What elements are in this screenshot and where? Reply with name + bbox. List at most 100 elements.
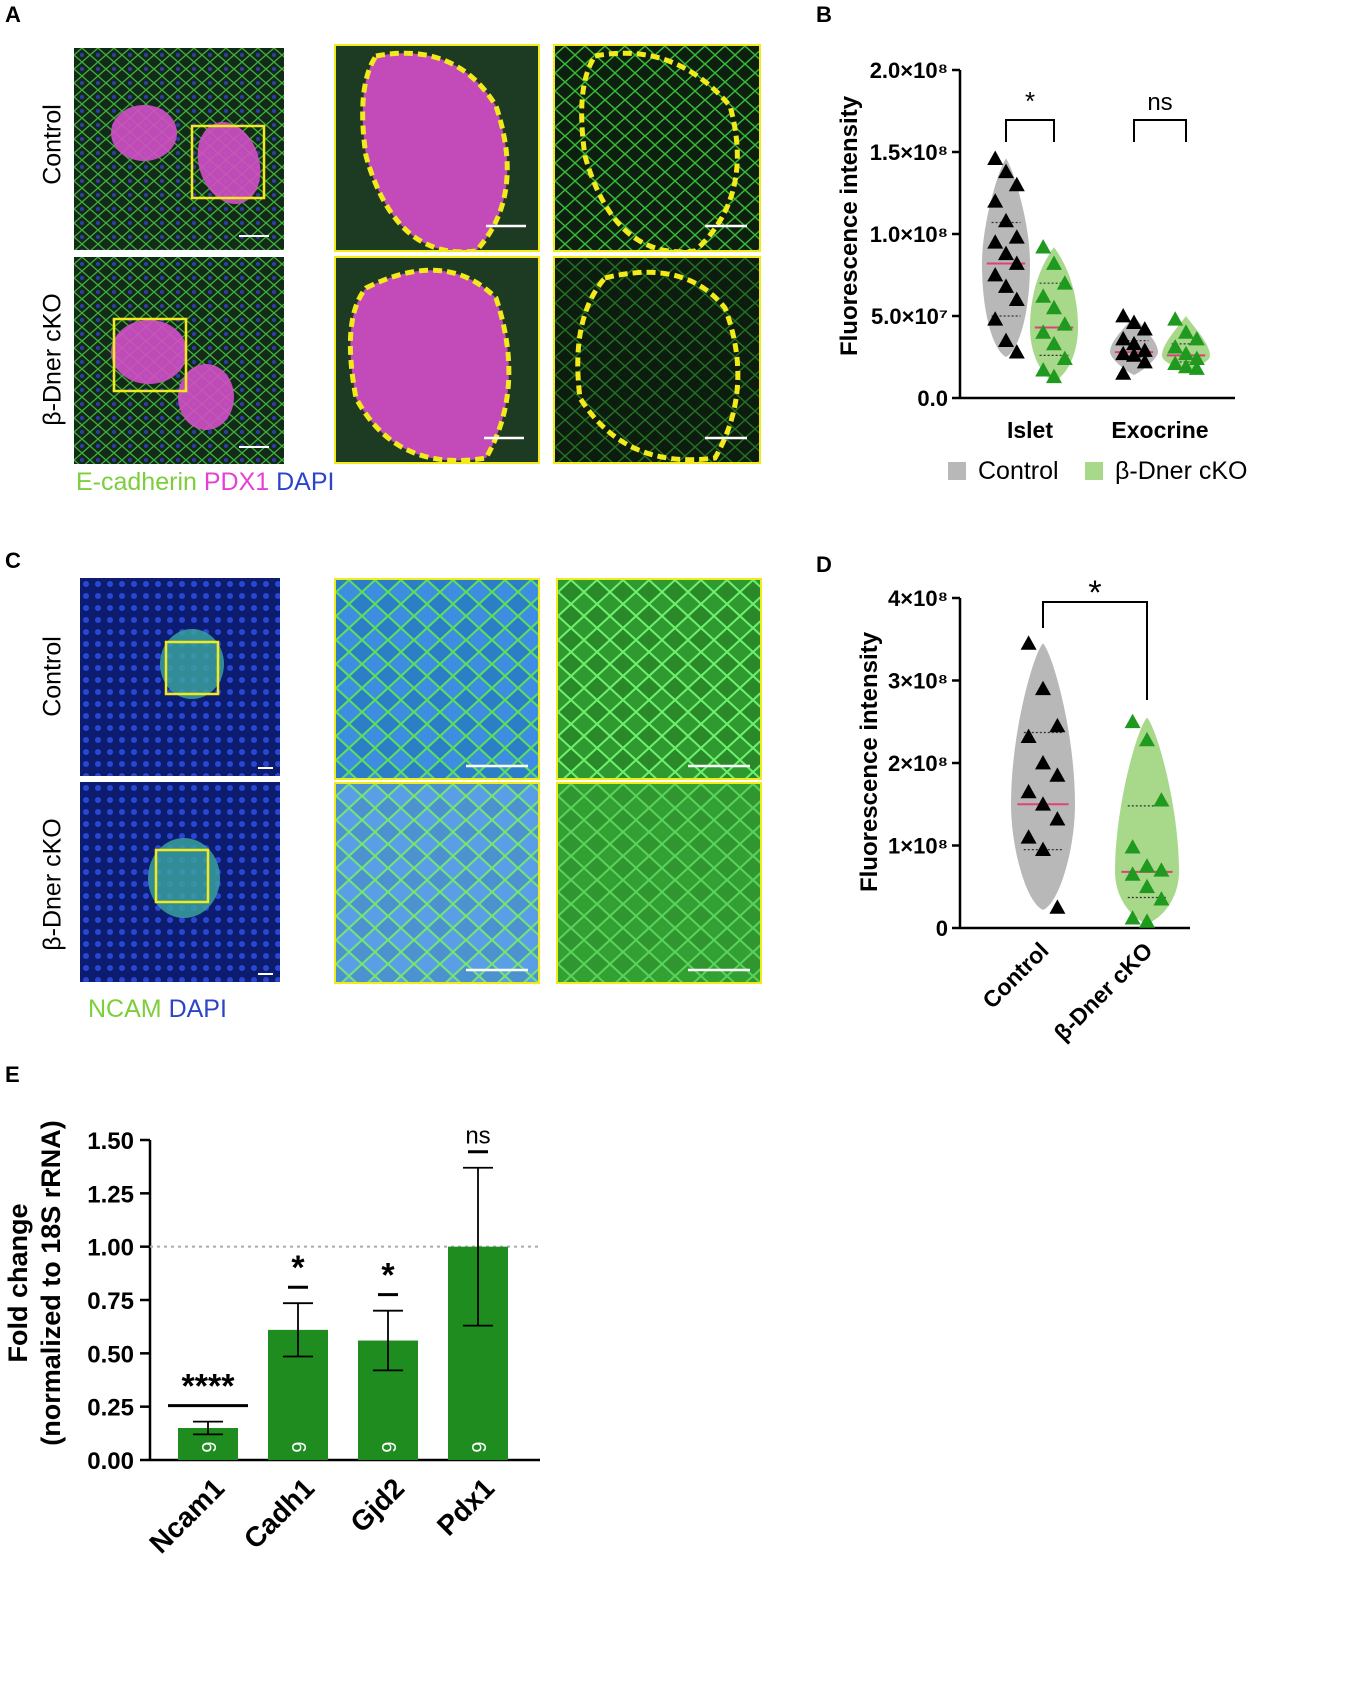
data-point [987,150,1004,165]
n-label: 6 [197,1441,219,1452]
data-point [1136,342,1153,357]
significance-label: * [381,1257,395,1295]
x-tick-label: Ncam1 [143,1472,230,1559]
y-tick-label: 2.0×10⁸ [870,58,948,83]
data-point [1124,713,1141,729]
stain-label: DAPI [276,468,335,496]
stain-legend-c: NCAM DAPI [88,995,227,1024]
data-point [1046,335,1062,351]
panel-label-c: C [5,548,21,573]
data-point [998,332,1014,347]
micrograph-a-control-zoom-merge [334,44,540,252]
x-tick-label: Exocrine [1111,417,1208,443]
data-point [1139,731,1155,747]
data-point [987,193,1004,208]
y-tick-label: 0.50 [87,1341,134,1368]
significance-label: ns [1147,89,1172,116]
panel-label-d: D [816,552,832,577]
legend-label: β-Dner cKO [1115,457,1247,485]
data-point [1139,913,1155,928]
data-point [1020,783,1037,799]
data-point [987,311,1004,326]
significance-bracket [1133,119,1187,142]
significance-bracket [1042,601,1148,700]
data-point [1126,347,1142,362]
stain-legend-a: E-cadherin PDX1 DAPI [76,468,334,497]
legend-swatch-control [948,462,966,480]
micrograph-a-cko-overview [74,257,284,464]
y-tick-label: 0.75 [87,1288,134,1315]
data-point [1056,275,1073,290]
data-point [998,278,1014,293]
data-point [1020,728,1037,743]
stain-label: E-cadherin [76,468,197,496]
significance-label: * [1025,86,1035,116]
data-point [1008,229,1025,244]
y-tick-label: 1×10⁸ [888,834,948,859]
chart-b: 0.0 5.0×10⁷ 1.0×10⁸ 1.5×10⁸ 2.0×10⁸ * ns Isle… [870,58,1248,485]
data-point [1046,255,1062,270]
row-label-cko-c: β-Dner cKO [38,818,67,951]
micrograph-c-control-overview [80,578,280,776]
significance-bracket [1005,119,1055,142]
stain-label: NCAM [88,995,162,1023]
data-point [1178,345,1194,361]
data-point [1008,291,1025,306]
y-tick-label: 1.50 [87,1128,134,1155]
data-point [1008,255,1025,270]
data-point [1035,288,1052,303]
data-point [1124,910,1141,925]
micrograph-a-control-zoom-ecad [553,44,761,252]
y-tick-label: 1.25 [87,1181,134,1208]
data-point [1188,330,1205,346]
data-point [1035,239,1052,254]
chart-d: 0 1×10⁸ 2×10⁸ 3×10⁸ 4×10⁸ * Control β-Dner c… [888,580,1190,1046]
y-tick-label: 2×10⁸ [888,751,948,776]
data-point [1115,330,1132,346]
data-point [1124,866,1141,881]
data-point [1035,841,1051,857]
y-tick-label: 0.25 [87,1395,134,1422]
n-label: 6 [377,1441,399,1452]
n-label: 6 [467,1441,489,1452]
y-tick-label: 0.0 [917,386,948,411]
micrograph-c-cko-zoom-ncam [556,782,762,984]
x-tick-label: Control [977,937,1053,1013]
data-point [1008,344,1025,359]
micrograph-c-control-zoom-ncam [556,578,762,780]
y-tick-label: 1.00 [87,1235,134,1262]
data-point [1139,858,1155,873]
row-label-cko-a: β-Dner cKO [38,293,67,426]
data-point [998,163,1014,179]
chart-e: 0.00 0.25 0.50 0.75 1.00 1.25 1.50 6 **** 6 * 6 * 6 n… [87,1123,540,1559]
data-point [1126,314,1142,329]
data-point [1008,176,1025,192]
panel-label-b: B [816,2,832,27]
ylabel-line: Fold change [3,1203,33,1363]
data-point [1115,345,1132,361]
data-point [1167,339,1184,354]
y-tick-label: 4×10⁸ [888,586,948,611]
data-point [1035,680,1051,696]
chart-e-ylabel: Fold change (normalized to 18S rRNA) [2,1073,68,1493]
data-point [1136,353,1153,369]
row-label-control-c: Control [38,636,67,717]
data-point [1178,324,1194,339]
data-point [1153,862,1170,877]
data-point [1153,891,1170,906]
data-point [1124,839,1141,854]
data-point [987,234,1004,249]
micrograph-c-cko-overview [80,782,280,982]
data-point [1115,308,1132,323]
data-point [1178,358,1194,374]
ylabel-line: (normalized to 18S rRNA) [36,1120,66,1446]
significance-label: **** [182,1368,236,1406]
legend-swatch-cko [1085,462,1103,480]
data-point [1167,311,1184,326]
y-tick-label: 5.0×10⁷ [871,304,948,329]
significance-label: * [1088,580,1101,612]
y-tick-label: 3×10⁸ [888,669,948,694]
data-point [1153,792,1170,807]
y-tick-label: 1.0×10⁸ [870,222,948,247]
data-point [1020,829,1037,844]
